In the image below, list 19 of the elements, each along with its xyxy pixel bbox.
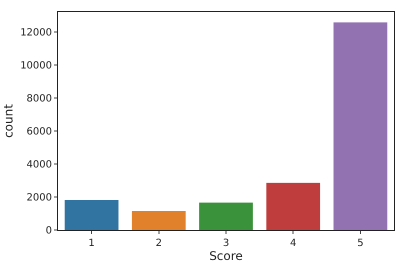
y-tick-label: 8000 [26, 93, 52, 104]
x-axis-title: Score [209, 249, 243, 263]
y-tick-label: 2000 [26, 192, 52, 204]
y-tick-label: 0 [46, 226, 52, 236]
bar [266, 182, 320, 230]
y-axis-title: count [1, 104, 16, 138]
bar [64, 200, 118, 230]
x-tick-label: 3 [222, 238, 230, 249]
x-tick-label: 2 [156, 238, 162, 249]
y-tick-label: 6000 [26, 126, 52, 138]
bar [334, 22, 388, 230]
bar [199, 202, 253, 230]
bar [132, 211, 186, 230]
x-tick-label: 4 [290, 238, 296, 249]
x-tick-label: 5 [357, 238, 364, 249]
x-tick-label: 1 [88, 238, 95, 249]
y-tick-label: 4000 [26, 159, 52, 170]
y-tick-label: 10000 [20, 60, 52, 72]
y-tick-label: 12000 [20, 27, 52, 38]
